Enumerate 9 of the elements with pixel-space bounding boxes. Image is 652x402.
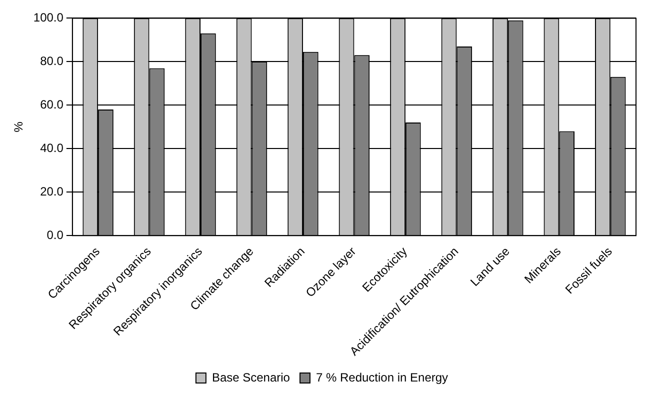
y-tick-label: 60.0 bbox=[40, 97, 64, 112]
y-axis-title: % bbox=[12, 121, 26, 132]
y-tick-label: 20.0 bbox=[40, 184, 64, 198]
legend-label: 7 % Reduction in Energy bbox=[316, 370, 448, 384]
y-tick-label: 100.0 bbox=[33, 10, 64, 25]
legend-label: Base Scenario bbox=[212, 370, 290, 384]
y-tick-label: 0.0 bbox=[46, 228, 64, 242]
y-tick-label: 40.0 bbox=[40, 140, 64, 155]
y-tick-label: 80.0 bbox=[40, 54, 64, 68]
